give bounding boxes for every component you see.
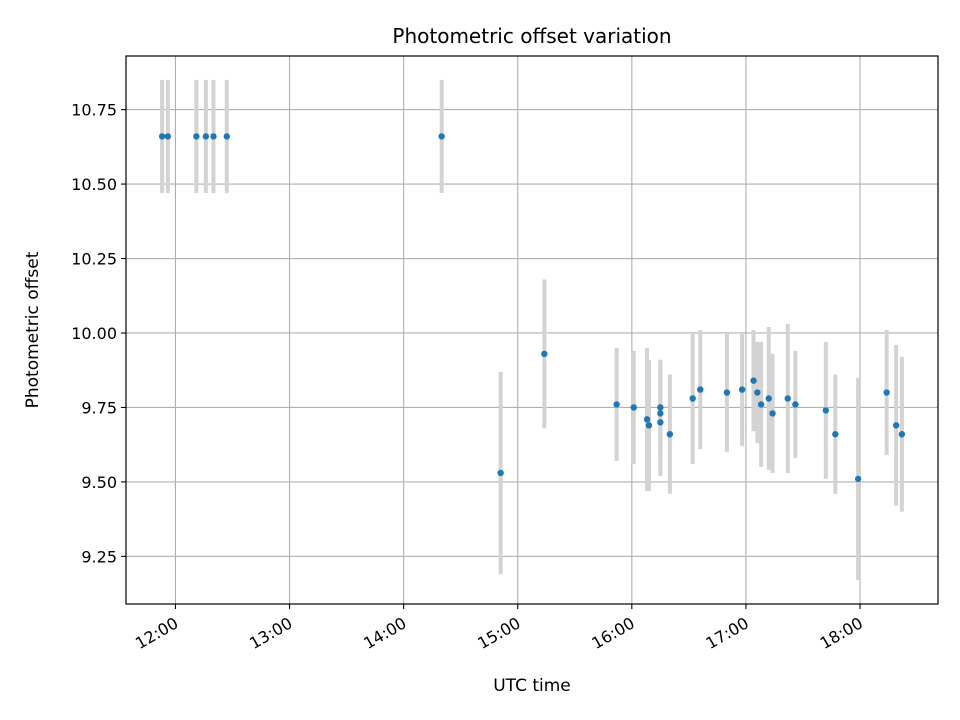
data-point — [497, 469, 504, 477]
data-point — [697, 386, 704, 393]
data-point — [689, 395, 696, 402]
y-tick-label: 10.50 — [71, 175, 117, 194]
data-point — [645, 422, 653, 429]
data-point — [223, 133, 230, 140]
y-tick-label: 10.25 — [71, 250, 117, 269]
data-point — [883, 389, 890, 396]
data-point — [202, 133, 210, 140]
data-point — [757, 401, 765, 408]
data-point — [898, 431, 906, 438]
data-point — [765, 395, 772, 402]
y-tick-label: 9.25 — [81, 547, 117, 566]
data-point — [158, 133, 166, 140]
data-point — [438, 133, 445, 140]
data-point — [792, 401, 799, 408]
y-tick-label: 10.75 — [71, 101, 117, 120]
data-point — [643, 416, 651, 423]
data-point — [164, 133, 172, 140]
plot-frame — [125, 55, 939, 605]
y-tick-label: 9.50 — [81, 473, 117, 492]
data-point — [832, 431, 839, 438]
data-point — [854, 475, 862, 483]
grid-lines — [126, 56, 938, 604]
x-axis-title: UTC time — [493, 676, 571, 696]
data-point — [723, 389, 731, 396]
data-point — [613, 401, 620, 408]
chart-title: Photometric offset variation — [392, 24, 671, 48]
data-point — [822, 407, 830, 414]
data-point — [750, 377, 757, 384]
data-point — [657, 410, 664, 417]
y-tick-label: 10.00 — [71, 324, 117, 343]
data-point — [666, 431, 674, 438]
data-point — [657, 404, 664, 411]
data-point — [541, 350, 548, 358]
data-point — [738, 386, 746, 393]
data-point — [657, 419, 664, 426]
data-points — [158, 133, 906, 483]
data-point — [210, 133, 217, 140]
y-tick-label: 9.75 — [81, 398, 117, 417]
data-point — [630, 404, 637, 411]
data-point — [193, 133, 200, 140]
data-point — [769, 410, 776, 417]
data-point — [754, 389, 761, 396]
y-axis-title: Photometric offset — [23, 251, 43, 408]
data-point — [892, 422, 900, 429]
data-point — [784, 395, 791, 402]
